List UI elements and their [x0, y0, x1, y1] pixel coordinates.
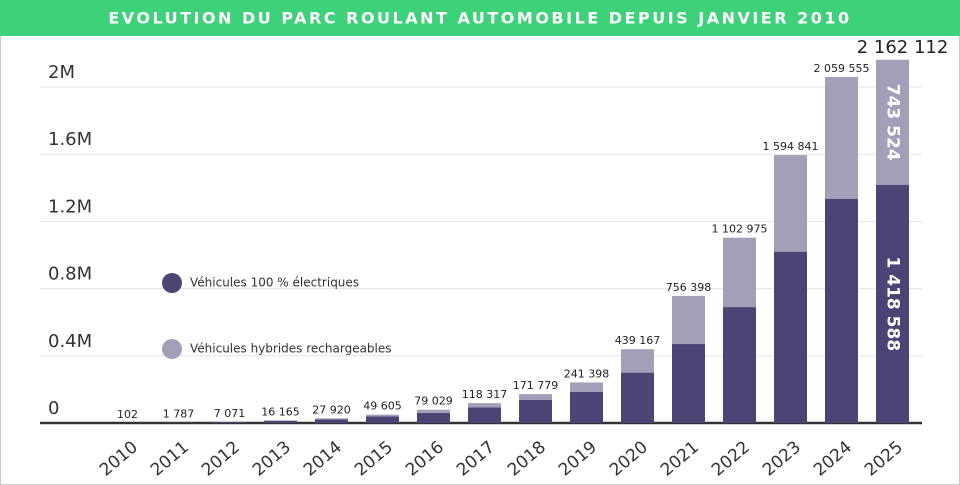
y-tick-label: 1.2M — [48, 196, 92, 217]
total-label: 241 398 — [564, 367, 610, 380]
segment-label: 743 524 — [883, 84, 903, 161]
bar-segment — [774, 251, 807, 423]
y-tick-label: 0 — [48, 398, 59, 419]
bar-segment — [264, 420, 297, 423]
total-label: 1 102 975 — [712, 223, 768, 236]
bar-segment — [417, 412, 450, 423]
total-label: 118 317 — [462, 388, 508, 401]
segment-label: 1 418 588 — [883, 257, 903, 352]
chart-title: EVOLUTION DU PARC ROULANT AUTOMOBILE DEP… — [108, 9, 851, 28]
legend-marker — [162, 339, 182, 359]
y-tick-label: 1.6M — [48, 129, 92, 150]
total-label: 439 167 — [615, 334, 661, 347]
bar-segment — [213, 421, 246, 423]
total-label: 79 029 — [414, 395, 453, 408]
bar-segment — [315, 418, 348, 420]
total-label: 49 605 — [363, 400, 402, 413]
bar-segment — [621, 372, 654, 423]
bar-segment — [825, 76, 858, 199]
bar-segment — [621, 349, 654, 373]
bar-segment — [366, 416, 399, 423]
y-tick-label: 0.8M — [48, 264, 92, 285]
legend-marker — [162, 273, 182, 293]
total-label: 102 — [117, 408, 138, 421]
bar-segment — [468, 403, 501, 408]
bar-segment — [774, 155, 807, 252]
bar-segment — [672, 344, 705, 423]
bar-segment — [519, 399, 552, 423]
total-label: 1 787 — [163, 408, 195, 421]
bar-segment — [723, 237, 756, 308]
total-label: 27 920 — [312, 403, 351, 416]
bar-segment — [468, 407, 501, 423]
bar-segment — [876, 184, 909, 423]
y-tick-label: 0.4M — [48, 331, 92, 352]
total-label: 171 779 — [513, 379, 559, 392]
bar-segment — [264, 420, 297, 421]
bar-segment — [570, 391, 603, 423]
legend-label: Véhicules 100 % électriques — [190, 276, 359, 290]
title-bar — [0, 0, 960, 36]
total-label: 2 162 112 — [857, 37, 949, 58]
total-label: 756 398 — [666, 281, 712, 294]
y-tick-label: 2M — [48, 62, 75, 83]
total-label: 16 165 — [261, 405, 300, 418]
total-label: 2 059 555 — [814, 62, 870, 75]
bar-segment — [876, 59, 909, 185]
bar-segment — [825, 198, 858, 423]
total-label: 7 071 — [214, 407, 246, 420]
bar-segment — [315, 419, 348, 423]
legend-label: Véhicules hybrides rechargeables — [190, 342, 392, 356]
total-label: 1 594 841 — [763, 140, 819, 153]
bar-segment — [672, 295, 705, 345]
bar-segment — [519, 394, 552, 400]
bar-segment — [570, 382, 603, 392]
bar-segment — [723, 307, 756, 423]
bar-segment — [366, 414, 399, 417]
bar-segment — [417, 409, 450, 413]
